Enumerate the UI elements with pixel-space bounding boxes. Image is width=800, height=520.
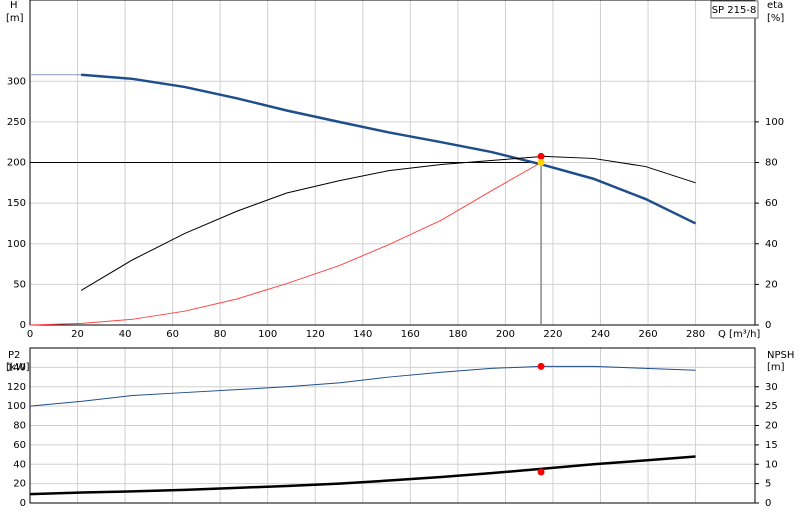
y2-tick-label: 10 [765,459,778,470]
x-tick-label: 180 [448,329,467,340]
x-tick-label: 100 [258,329,277,340]
y2-tick-label: 0 [765,498,771,509]
y-tick-label: 120 [7,382,26,393]
y-tick-label: 250 [7,117,26,128]
y2-tick-label: 15 [765,440,778,451]
y2-axis-label: NPSH [767,350,794,361]
x-tick-label: 80 [214,329,227,340]
y-axis-unit: [m] [6,13,24,24]
x-axis-label: Q [m³/h] [718,329,760,340]
y-tick-label: 40 [13,459,26,470]
y2-tick-label: 100 [765,117,784,128]
point-marker [537,468,545,476]
y2-tick-label: 20 [765,421,778,432]
y-tick-label: 100 [7,401,26,412]
y2-tick-label: 0 [765,320,771,331]
x-tick-label: 280 [686,329,705,340]
x-tick-label: 0 [27,329,33,340]
y-tick-label: 20 [13,479,26,490]
y2-tick-label: 20 [765,279,778,290]
curve [29,455,696,496]
y2-tick-label: 25 [765,401,778,412]
title-box [710,0,759,19]
y2-tick-label: 30 [765,382,778,393]
x-tick-label: 20 [71,329,84,340]
curve [29,365,696,407]
x-tick-label: 160 [401,329,420,340]
y-tick-label: 300 [7,76,26,87]
y2-tick-label: 5 [765,479,771,490]
x-tick-label: 240 [591,329,610,340]
x-tick-label: 260 [638,329,657,340]
point-marker [537,159,545,166]
y-axis-label: P2 [8,350,20,361]
y2-tick-label: 60 [765,198,778,209]
y-axis-label: H [10,0,18,11]
y2-tick-label: 80 [765,158,778,169]
curve [29,162,542,326]
x-tick-label: 40 [119,329,132,340]
curve [81,73,697,225]
y2-axis-label: eta [767,0,783,11]
y-tick-label: 200 [7,158,26,169]
y-tick-label: 150 [7,198,26,209]
y2-tick-label: 40 [765,239,778,250]
title: SP 215-8 [712,5,757,16]
point-marker [537,362,545,370]
x-tick-label: 60 [166,329,179,340]
y-axis-unit: [kW] [6,362,30,373]
y2-axis-unit: [%] [767,13,784,24]
plot-frame [29,347,756,504]
x-tick-label: 120 [306,329,325,340]
y2-axis-unit: [m] [767,362,785,373]
y-tick-label: 140 [7,362,26,373]
curve [80,155,696,291]
x-tick-label: 200 [496,329,515,340]
y-tick-label: 50 [13,279,26,290]
y-tick-label: 0 [20,320,26,331]
point-marker [537,152,545,160]
y-tick-label: 80 [13,421,26,432]
y-tick-label: 60 [13,440,26,451]
y-tick-label: 0 [20,498,26,509]
x-tick-label: 220 [543,329,562,340]
y-tick-label: 100 [7,239,26,250]
x-tick-label: 140 [353,329,372,340]
